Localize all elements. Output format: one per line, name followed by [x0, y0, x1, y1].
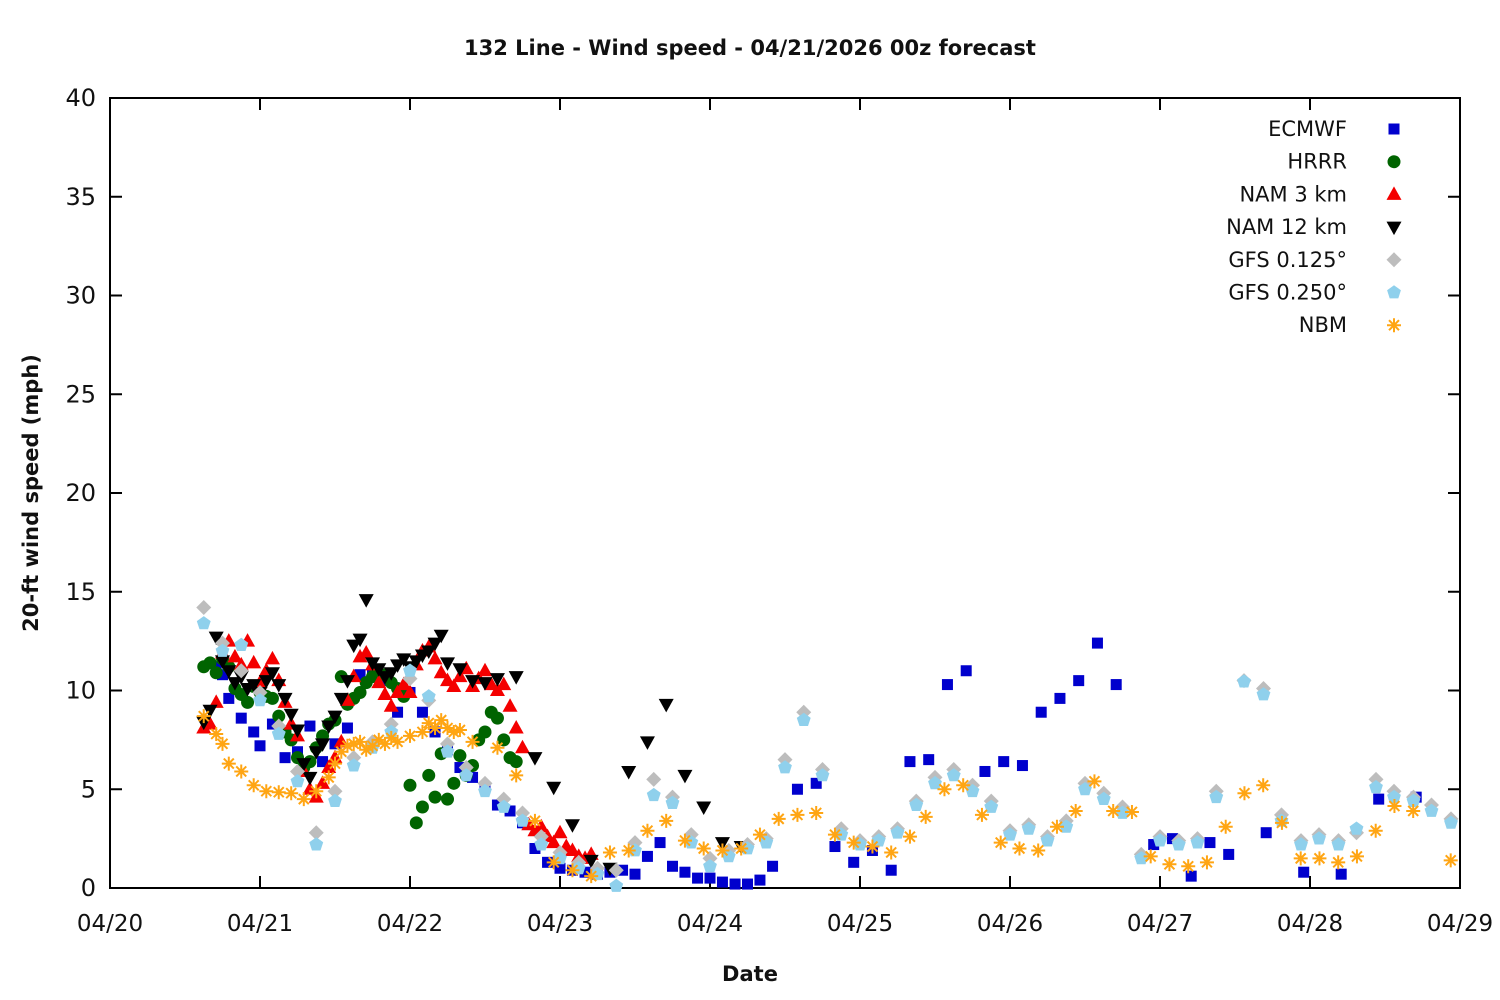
y-tick-label: 35: [65, 183, 96, 211]
legend-label: HRRR: [1287, 150, 1347, 174]
y-tick-label: 10: [65, 677, 96, 705]
x-tick-label: 04/21: [227, 911, 293, 937]
x-tick-label: 04/27: [1127, 911, 1193, 937]
x-tick-label: 04/23: [527, 911, 593, 937]
x-tick-label: 04/24: [677, 911, 743, 937]
chart-title: 132 Line - Wind speed - 04/21/2026 00z f…: [464, 36, 1036, 60]
y-tick-label: 30: [65, 282, 96, 310]
y-tick-label: 20: [65, 479, 96, 507]
series-nbm: [196, 709, 1458, 884]
legend-label: GFS 0.125°: [1228, 248, 1347, 272]
legend-label: NBM: [1299, 313, 1347, 337]
y-tick-label: 25: [65, 380, 96, 408]
y-tick-label: 40: [65, 84, 96, 112]
legend-label: NAM 12 km: [1226, 215, 1347, 239]
x-axis-title: Date: [722, 962, 778, 986]
x-tick-label: 04/26: [977, 911, 1043, 937]
y-tick-label: 0: [81, 874, 96, 902]
legend-label: NAM 3 km: [1239, 182, 1347, 206]
legend-item: ECMWF: [1268, 117, 1400, 141]
plot-border: [109, 97, 1461, 889]
series-gfs-0-250-: [196, 616, 1458, 892]
legend-item: NAM 3 km: [1239, 182, 1402, 206]
y-tick-label: 5: [81, 775, 96, 803]
legend-item: NBM: [1299, 313, 1401, 337]
legend-item: GFS 0.250°: [1228, 281, 1401, 305]
legend-item: NAM 12 km: [1226, 215, 1402, 239]
legend-label: GFS 0.250°: [1228, 281, 1347, 305]
x-tick-label: 04/28: [1277, 911, 1343, 937]
legend-item: HRRR: [1287, 150, 1401, 174]
y-tick-label: 15: [65, 578, 96, 606]
x-tick-label: 04/29: [1427, 911, 1493, 937]
legend-label: ECMWF: [1268, 117, 1347, 141]
x-tick-label: 04/22: [377, 911, 443, 937]
x-tick-label: 04/25: [827, 911, 893, 937]
legend-item: GFS 0.125°: [1228, 248, 1402, 272]
x-tick-label: 04/20: [77, 911, 143, 937]
